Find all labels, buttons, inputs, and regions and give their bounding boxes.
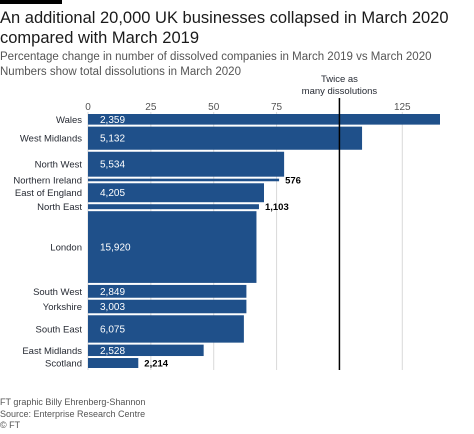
category-label: London: [50, 243, 82, 254]
bar: [88, 344, 204, 357]
bar: [88, 211, 257, 283]
bar: [88, 114, 440, 125]
data-label: 3,003: [100, 302, 125, 313]
chart-title: An additional 20,000 UK businesses colla…: [0, 9, 449, 47]
data-label: 2,214: [144, 359, 168, 370]
data-label: 2,359: [100, 115, 125, 126]
bar: [88, 183, 264, 203]
data-label: 2,849: [100, 287, 125, 298]
bar: [88, 178, 280, 182]
category-label: West Midlands: [20, 134, 82, 145]
footer-credit: FT graphic Billy Ehrenberg-Shannon: [0, 397, 146, 407]
chart-subtitle: Percentage change in number of dissolved…: [0, 50, 470, 80]
data-label: 4,205: [100, 188, 125, 199]
reference-label-line-1: Twice as: [321, 74, 358, 85]
category-label: East of England: [15, 188, 82, 199]
data-label: 6,075: [100, 324, 125, 335]
x-tick-label: 125: [394, 102, 411, 113]
category-label: Yorkshire: [43, 302, 82, 313]
category-label: East Midlands: [22, 346, 82, 357]
x-tick-label: 25: [145, 102, 157, 113]
category-label: North West: [35, 160, 83, 171]
subtitle-line-2: Numbers show total dissolutions in March…: [0, 66, 241, 78]
data-label: 2,528: [100, 346, 125, 357]
bar: [88, 151, 285, 177]
category-label: South West: [33, 287, 82, 298]
header-rule: [0, 0, 62, 4]
x-tick-label: 50: [208, 102, 220, 113]
bar: [88, 204, 259, 210]
x-tick-label: 0: [85, 102, 91, 113]
category-label: North East: [37, 202, 82, 213]
x-tick-label: 75: [271, 102, 283, 113]
reference-label-line-2: many dissolutions: [302, 86, 378, 97]
data-label: 576: [285, 175, 301, 186]
data-label: 15,920: [100, 243, 131, 254]
bar: [88, 358, 139, 368]
bar: [88, 299, 247, 314]
data-label: 1,103: [265, 202, 289, 213]
bar: [88, 126, 363, 150]
category-label: South East: [36, 324, 83, 335]
data-label: 5,534: [100, 160, 125, 171]
bar: [88, 315, 244, 343]
footer-source: Source: Enterprise Research Centre: [0, 408, 146, 419]
bar: [88, 284, 247, 298]
footer-copyright: © FT: [0, 420, 21, 430]
subtitle-line-1: Percentage change in number of dissolved…: [0, 51, 432, 63]
category-label: Scotland: [45, 359, 82, 370]
category-label: Wales: [56, 115, 82, 126]
chart-footer: FT graphic Billy Ehrenberg-Shannon Sourc…: [0, 397, 145, 432]
category-label: Northern Ireland: [13, 175, 82, 186]
data-label: 5,132: [100, 134, 125, 145]
